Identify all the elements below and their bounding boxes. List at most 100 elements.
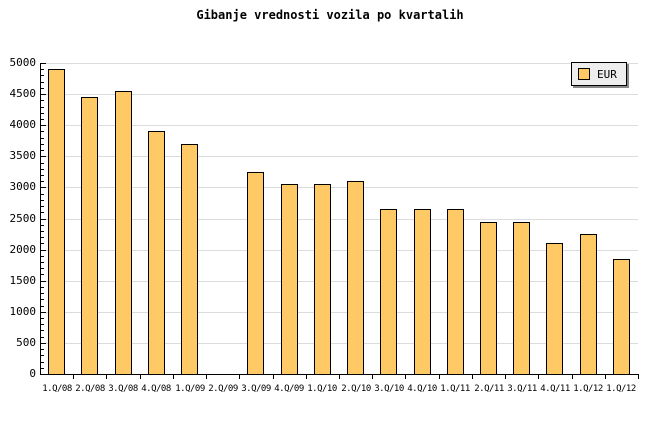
y-minor-tick bbox=[41, 107, 44, 108]
gridline bbox=[41, 219, 638, 220]
x-boundary-tick bbox=[605, 375, 606, 379]
x-tick-label: 3.Q/09 bbox=[241, 384, 271, 394]
bar bbox=[546, 243, 563, 375]
gridline bbox=[41, 63, 638, 64]
y-tick-label: 2000 bbox=[9, 243, 37, 256]
x-tick-label: 1.Q/12 bbox=[606, 384, 636, 394]
x-boundary-tick bbox=[273, 375, 274, 379]
gridline bbox=[41, 343, 638, 344]
y-minor-tick bbox=[41, 169, 44, 170]
gridline bbox=[41, 187, 638, 188]
y-major-tick bbox=[41, 250, 46, 251]
x-boundary-tick bbox=[439, 375, 440, 379]
y-minor-tick bbox=[41, 231, 44, 232]
y-minor-tick bbox=[41, 330, 44, 331]
y-minor-tick bbox=[41, 144, 44, 145]
x-tick-label: 4.Q/11 bbox=[540, 384, 570, 394]
y-minor-tick bbox=[41, 206, 44, 207]
y-major-tick bbox=[41, 343, 46, 344]
x-boundary-tick bbox=[472, 375, 473, 379]
y-minor-tick bbox=[41, 119, 44, 120]
x-boundary-tick bbox=[239, 375, 240, 379]
gridline bbox=[41, 94, 638, 95]
bar bbox=[414, 209, 431, 375]
x-boundary-tick bbox=[638, 375, 639, 379]
y-minor-tick bbox=[41, 362, 44, 363]
y-minor-tick bbox=[41, 150, 44, 151]
legend: EUR bbox=[571, 62, 627, 86]
bar bbox=[513, 222, 530, 375]
x-tick-label: 2.Q/10 bbox=[341, 384, 371, 394]
bar bbox=[347, 181, 364, 375]
x-boundary-tick bbox=[405, 375, 406, 379]
y-tick-label: 3500 bbox=[9, 149, 37, 162]
bar bbox=[81, 97, 98, 375]
x-boundary-tick bbox=[572, 375, 573, 379]
y-minor-tick bbox=[41, 274, 44, 275]
y-tick-label: 1000 bbox=[9, 305, 37, 318]
y-minor-tick bbox=[41, 88, 44, 89]
gridline bbox=[41, 250, 638, 251]
y-minor-tick bbox=[41, 355, 44, 356]
bar bbox=[281, 184, 298, 375]
x-tick-label: 1.Q/09 bbox=[175, 384, 205, 394]
y-tick-label: 3000 bbox=[9, 180, 37, 193]
gridline bbox=[41, 125, 638, 126]
legend-label: EUR bbox=[597, 67, 617, 81]
y-minor-tick bbox=[41, 225, 44, 226]
y-minor-tick bbox=[41, 268, 44, 269]
y-minor-tick bbox=[41, 324, 44, 325]
chart-title: Gibanje vrednosti vozila po kvartalih bbox=[196, 8, 464, 22]
y-major-tick bbox=[41, 187, 46, 188]
y-tick-label: 4500 bbox=[9, 87, 37, 100]
y-major-tick bbox=[41, 156, 46, 157]
y-minor-tick bbox=[41, 212, 44, 213]
gridline bbox=[41, 156, 638, 157]
x-boundary-tick bbox=[106, 375, 107, 379]
y-minor-tick bbox=[41, 243, 44, 244]
y-minor-tick bbox=[41, 262, 44, 263]
bar bbox=[613, 259, 630, 375]
x-axis-line bbox=[40, 374, 639, 375]
bar bbox=[181, 144, 198, 375]
y-minor-tick bbox=[41, 293, 44, 294]
y-minor-tick bbox=[41, 163, 44, 164]
x-tick-label: 1.Q/10 bbox=[307, 384, 337, 394]
x-tick-label: 2.Q/08 bbox=[75, 384, 105, 394]
x-tick-label: 3.Q/08 bbox=[108, 384, 138, 394]
x-tick-label: 2.Q/09 bbox=[208, 384, 238, 394]
y-minor-tick bbox=[41, 287, 44, 288]
x-tick-label: 1.Q/08 bbox=[42, 384, 72, 394]
y-major-tick bbox=[41, 63, 46, 64]
x-boundary-tick bbox=[538, 375, 539, 379]
x-boundary-tick bbox=[505, 375, 506, 379]
y-minor-tick bbox=[41, 138, 44, 139]
x-tick-label: 3.Q/10 bbox=[374, 384, 404, 394]
bar bbox=[115, 91, 132, 375]
y-major-tick bbox=[41, 125, 46, 126]
y-tick-label: 5000 bbox=[9, 56, 37, 69]
x-tick-label: 4.Q/08 bbox=[141, 384, 171, 394]
y-minor-tick bbox=[41, 299, 44, 300]
x-tick-label: 2.Q/11 bbox=[474, 384, 504, 394]
x-tick-label: 4.Q/10 bbox=[407, 384, 437, 394]
gridline bbox=[41, 312, 638, 313]
y-axis-line bbox=[40, 63, 41, 375]
y-minor-tick bbox=[41, 181, 44, 182]
bar bbox=[247, 172, 264, 375]
x-tick-label: 1.Q/11 bbox=[440, 384, 470, 394]
y-minor-tick bbox=[41, 368, 44, 369]
y-major-tick bbox=[41, 281, 46, 282]
bar bbox=[48, 69, 65, 375]
y-minor-tick bbox=[41, 194, 44, 195]
y-tick-label: 500 bbox=[16, 336, 36, 349]
y-minor-tick bbox=[41, 318, 44, 319]
y-tick-label: 4000 bbox=[9, 118, 37, 131]
x-tick-label: 1.Q/12 bbox=[573, 384, 603, 394]
x-boundary-tick bbox=[306, 375, 307, 379]
y-minor-tick bbox=[41, 75, 44, 76]
y-minor-tick bbox=[41, 200, 44, 201]
x-boundary-tick bbox=[173, 375, 174, 379]
x-boundary-tick bbox=[140, 375, 141, 379]
